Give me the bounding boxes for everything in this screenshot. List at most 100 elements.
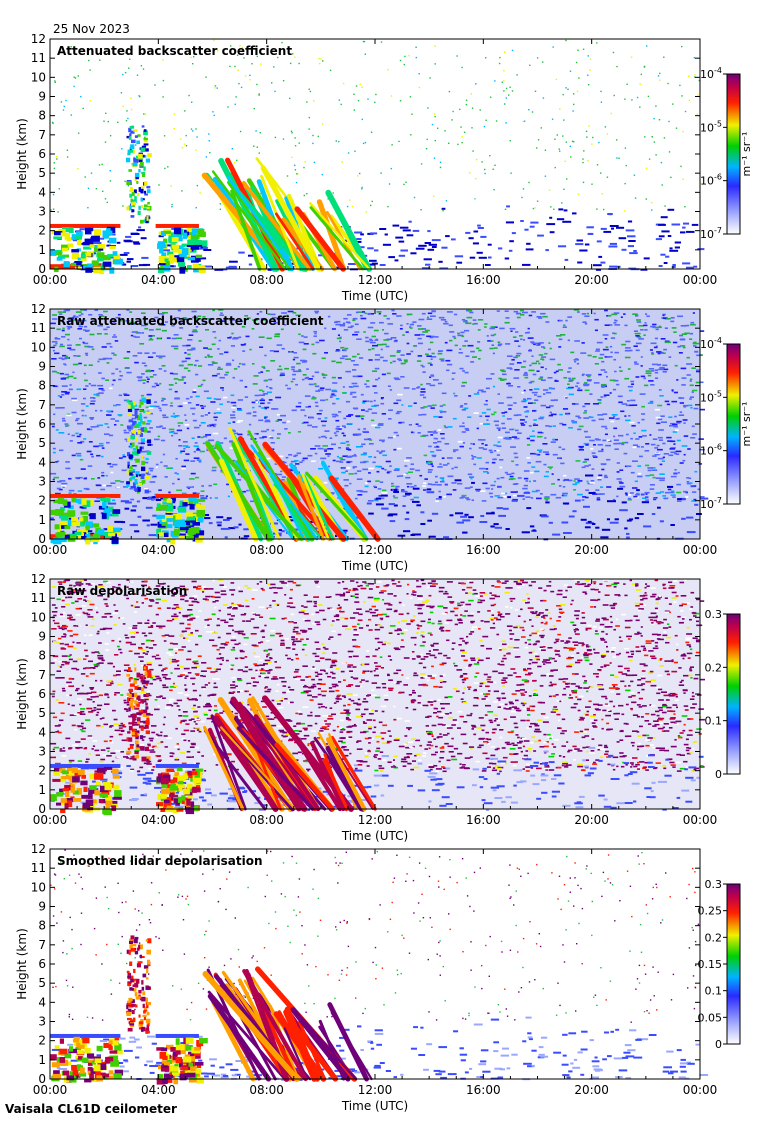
y-tick-label: 3 <box>38 205 46 219</box>
y-tick-label: 6 <box>38 147 46 161</box>
y-axis-label: Height (km) <box>15 388 29 459</box>
colorbar: 10-710-610-510-4m⁻¹ sr⁻¹ <box>700 66 753 241</box>
y-tick-label: 7 <box>38 398 46 412</box>
y-tick-label: 4 <box>38 185 46 199</box>
y-tick-label: 6 <box>38 957 46 971</box>
x-tick-label: 12:00 <box>358 543 393 557</box>
y-tick-label: 10 <box>31 610 46 624</box>
y-tick-label: 11 <box>31 51 46 65</box>
x-tick-label: 00:00 <box>683 1083 718 1097</box>
x-axis-label: Time (UTC) <box>341 289 408 303</box>
colorbar-tick-label: 10-5 <box>700 119 722 134</box>
y-tick-label: 1 <box>38 243 46 257</box>
y-axis-label: Height (km) <box>15 118 29 189</box>
x-tick-label: 20:00 <box>574 543 609 557</box>
y-tick-label: 12 <box>31 842 46 856</box>
y-tick-label: 9 <box>38 360 46 374</box>
y-tick-label: 5 <box>38 706 46 720</box>
y-tick-label: 10 <box>31 70 46 84</box>
x-tick-label: 16:00 <box>466 543 501 557</box>
panel-1: Attenuated backscatter coefficient012345… <box>15 32 753 303</box>
panel-4: Smoothed lidar depolarisation01234567891… <box>15 842 740 1113</box>
colorbar-tick-label: 0.3 <box>705 878 723 891</box>
x-tick-label: 04:00 <box>141 813 176 827</box>
date-label: 25 Nov 2023 <box>53 22 130 36</box>
y-tick-label: 4 <box>38 995 46 1009</box>
y-axis-label: Height (km) <box>15 658 29 729</box>
y-tick-label: 7 <box>38 128 46 142</box>
x-tick-label: 08:00 <box>249 813 284 827</box>
x-tick-label: 12:00 <box>358 1083 393 1097</box>
colorbar-unit: m⁻¹ sr⁻¹ <box>740 132 753 177</box>
y-tick-label: 8 <box>38 919 46 933</box>
x-tick-label: 20:00 <box>574 273 609 287</box>
x-tick-label: 16:00 <box>466 1083 501 1097</box>
panel-title: Raw depolarisation <box>57 584 187 598</box>
colorbar-tick-label: 10-4 <box>700 336 722 351</box>
x-tick-label: 04:00 <box>141 273 176 287</box>
y-axis-label: Height (km) <box>15 928 29 999</box>
y-tick-label: 12 <box>31 32 46 46</box>
heatmap-field <box>50 39 704 274</box>
y-tick-label: 6 <box>38 687 46 701</box>
x-tick-label: 08:00 <box>249 273 284 287</box>
x-tick-label: 12:00 <box>358 813 393 827</box>
heatmap-field <box>50 309 708 545</box>
y-tick-label: 1 <box>38 1053 46 1067</box>
y-tick-label: 1 <box>38 783 46 797</box>
footer-label: Vaisala CL61D ceilometer <box>5 1102 177 1116</box>
panel-title: Smoothed lidar depolarisation <box>57 854 263 868</box>
y-tick-label: 11 <box>31 321 46 335</box>
colorbar-tick-label: 0.1 <box>705 985 723 998</box>
y-tick-label: 2 <box>38 1034 46 1048</box>
x-tick-label: 00:00 <box>683 273 718 287</box>
colorbar-tick-label: 10-4 <box>700 66 722 81</box>
x-tick-label: 08:00 <box>249 543 284 557</box>
y-tick-label: 9 <box>38 900 46 914</box>
y-tick-label: 10 <box>31 340 46 354</box>
y-tick-label: 2 <box>38 224 46 238</box>
y-tick-label: 4 <box>38 455 46 469</box>
colorbar-tick-label: 0.25 <box>698 905 723 918</box>
heatmap-field <box>50 849 708 1085</box>
colorbar-tick-label: 0.15 <box>698 958 723 971</box>
y-tick-label: 5 <box>38 976 46 990</box>
y-tick-label: 7 <box>38 668 46 682</box>
y-tick-label: 2 <box>38 764 46 778</box>
x-tick-label: 08:00 <box>249 1083 284 1097</box>
colorbar-tick-label: 10-7 <box>700 496 722 511</box>
x-tick-label: 04:00 <box>141 543 176 557</box>
panel-2: Raw attenuated backscatter coefficient01… <box>15 302 753 573</box>
colorbar-tick-label: 10-6 <box>700 173 722 188</box>
y-tick-label: 7 <box>38 938 46 952</box>
y-tick-label: 2 <box>38 494 46 508</box>
x-tick-label: 16:00 <box>466 813 501 827</box>
x-tick-label: 20:00 <box>574 813 609 827</box>
x-tick-label: 04:00 <box>141 1083 176 1097</box>
colorbar-tick-label: 10-6 <box>700 443 722 458</box>
x-tick-label: 00:00 <box>683 813 718 827</box>
y-tick-label: 6 <box>38 417 46 431</box>
y-tick-label: 9 <box>38 630 46 644</box>
panel-title: Raw attenuated backscatter coefficient <box>57 314 324 328</box>
x-tick-label: 16:00 <box>466 273 501 287</box>
panel-3: Raw depolarisation0123456789101112Height… <box>15 572 740 843</box>
x-tick-label: 00:00 <box>33 543 68 557</box>
y-tick-label: 10 <box>31 880 46 894</box>
y-tick-label: 8 <box>38 649 46 663</box>
x-tick-label: 20:00 <box>574 1083 609 1097</box>
colorbar-tick-label: 0.2 <box>705 661 723 674</box>
colorbar: 00.10.20.3 <box>705 608 741 781</box>
x-tick-label: 00:00 <box>33 813 68 827</box>
x-tick-label: 00:00 <box>683 543 718 557</box>
y-tick-label: 1 <box>38 513 46 527</box>
y-tick-label: 5 <box>38 436 46 450</box>
y-tick-label: 3 <box>38 1015 46 1029</box>
y-tick-label: 8 <box>38 379 46 393</box>
x-axis-label: Time (UTC) <box>341 829 408 843</box>
y-tick-label: 11 <box>31 861 46 875</box>
colorbar-tick-label: 0 <box>715 768 722 781</box>
y-tick-label: 11 <box>31 591 46 605</box>
x-tick-label: 12:00 <box>358 273 393 287</box>
